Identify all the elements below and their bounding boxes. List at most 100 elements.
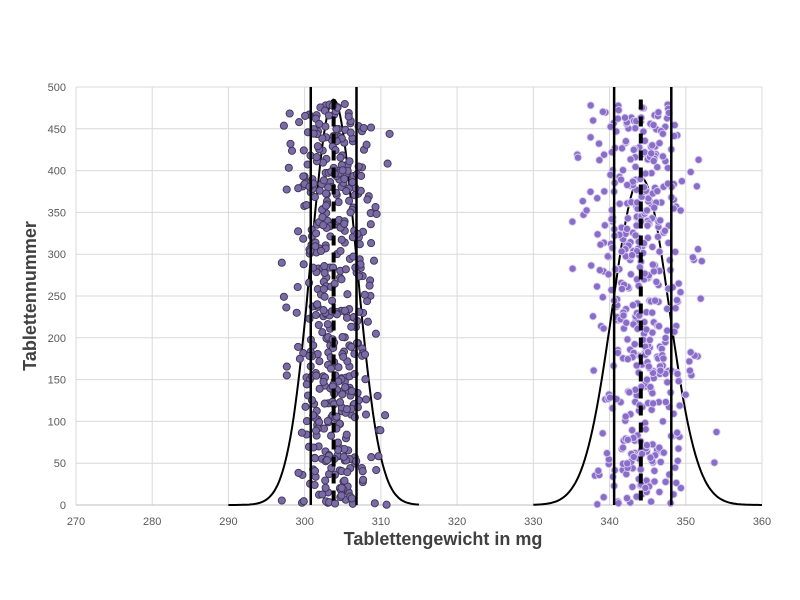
data-point: [340, 476, 349, 485]
data-point: [348, 178, 357, 187]
data-point: [655, 247, 664, 256]
data-point: [632, 361, 641, 370]
data-point: [647, 149, 656, 158]
data-point: [287, 146, 297, 155]
data-point: [674, 279, 683, 288]
data-point: [648, 242, 657, 251]
y-tick-label: 150: [48, 375, 66, 387]
data-point: [661, 397, 670, 407]
data-point: [299, 260, 308, 269]
data-point: [332, 124, 341, 134]
data-point: [656, 457, 665, 467]
x-tick-label: 270: [67, 516, 85, 528]
data-point: [673, 428, 682, 437]
data-point: [382, 500, 391, 509]
data-point: [367, 239, 376, 248]
data-point: [286, 139, 295, 148]
data-point: [371, 329, 380, 338]
data-point: [277, 258, 286, 267]
data-point: [294, 184, 303, 193]
data-point: [294, 227, 303, 236]
y-tick-label: 400: [48, 166, 66, 178]
data-point: [301, 402, 310, 411]
data-point: [366, 123, 376, 132]
data-point: [621, 412, 630, 421]
data-point: [623, 355, 632, 364]
y-tick-label: 450: [48, 124, 66, 136]
data-point: [312, 371, 321, 380]
y-tick-label: 350: [48, 207, 66, 219]
y-tick-labels: 0 50 100 150 200 250 300 350 400 450 500: [48, 82, 66, 512]
data-point: [370, 499, 379, 508]
data-point: [594, 466, 603, 475]
data-point: [292, 308, 301, 317]
data-point: [331, 499, 340, 508]
data-point: [617, 144, 627, 153]
data-point: [578, 197, 587, 206]
data-point: [593, 230, 602, 239]
data-point: [656, 366, 665, 375]
data-point: [589, 116, 598, 125]
data-point: [344, 112, 353, 121]
x-tick-labels: 270 280 290 300 310 320 330 340 350 360: [67, 516, 771, 528]
data-point: [360, 350, 370, 359]
data-point: [586, 187, 595, 196]
data-point: [692, 182, 701, 191]
data-point: [334, 198, 343, 207]
data-point: [675, 401, 684, 410]
data-point: [653, 163, 662, 172]
data-point: [641, 425, 650, 434]
data-point: [588, 312, 598, 321]
data-point: [648, 260, 657, 269]
data-point: [672, 478, 681, 487]
data-point: [649, 399, 658, 408]
y-tick-label: 500: [48, 82, 66, 94]
data-point: [342, 430, 351, 439]
data-point: [366, 220, 375, 229]
data-point: [599, 324, 608, 333]
grid-lines: [75, 86, 763, 506]
data-point: [293, 282, 302, 292]
data-point: [643, 348, 653, 357]
data-point: [660, 226, 669, 235]
data-point: [621, 137, 630, 146]
data-point: [693, 245, 703, 254]
data-point: [295, 354, 304, 363]
data-point: [622, 318, 631, 327]
data-point: [320, 292, 329, 301]
data-point: [674, 377, 683, 386]
data-point: [656, 216, 665, 225]
data-point: [586, 133, 595, 142]
data-point: [282, 371, 291, 380]
data-point: [623, 435, 632, 444]
data-point: [641, 483, 650, 492]
data-point: [315, 418, 324, 427]
data-point: [671, 247, 680, 256]
data-point: [347, 342, 356, 351]
data-point: [299, 234, 308, 243]
data-point: [357, 171, 366, 180]
data-point: [343, 290, 352, 299]
y-tick-label: 0: [60, 500, 66, 512]
data-point: [295, 118, 304, 127]
data-point: [341, 265, 350, 274]
data-point: [626, 155, 635, 164]
data-point: [650, 203, 659, 212]
data-point: [636, 465, 645, 474]
data-point: [676, 288, 685, 297]
data-point: [314, 320, 323, 330]
data-point: [603, 252, 612, 261]
x-axis-title: Tablettengewicht in mg: [344, 529, 543, 549]
data-point: [322, 201, 331, 210]
data-point: [625, 388, 634, 397]
data-point: [342, 187, 351, 196]
data-point: [641, 169, 650, 178]
y-axis-title: Tablettennummer: [20, 221, 40, 371]
x-tick-label: 340: [600, 516, 618, 528]
data-point: [651, 296, 660, 305]
data-point: [328, 296, 337, 305]
data-point: [336, 246, 345, 256]
data-point: [340, 219, 349, 228]
data-point: [311, 426, 321, 435]
